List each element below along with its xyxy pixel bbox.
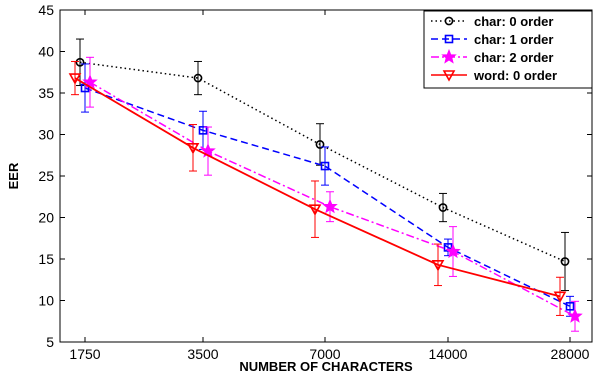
series-layer	[68, 38, 583, 332]
legend-marker	[442, 70, 456, 82]
data-point	[438, 203, 448, 212]
data-point	[308, 204, 322, 216]
legend-marker	[444, 34, 454, 44]
series-3	[68, 60, 567, 316]
legend-label: char: 0 order	[474, 14, 553, 29]
legend-marker	[444, 16, 454, 26]
series-line	[79, 61, 566, 263]
data-point	[200, 143, 216, 158]
y-tick-label: 10	[38, 293, 54, 309]
data-point	[186, 142, 200, 155]
series-1	[80, 63, 575, 317]
data-point	[553, 291, 567, 303]
y-tick-label: 15	[38, 251, 54, 267]
data-point	[320, 161, 330, 171]
data-point	[431, 260, 445, 272]
y-tick-label: 5	[46, 334, 54, 350]
data-point	[565, 302, 575, 311]
x-tick-label: 14000	[429, 346, 468, 362]
x-tick-label: 7000	[309, 346, 340, 362]
series-line	[74, 77, 561, 298]
data-point	[198, 126, 208, 135]
series-line	[84, 87, 571, 307]
data-point	[567, 308, 583, 323]
y-axis-label: EER	[6, 162, 21, 189]
legend: char: 0 order char: 1 order char: 2 order w…	[423, 10, 593, 89]
x-tick-label: 3500	[187, 346, 218, 362]
x-tick-label: 1750	[69, 346, 100, 362]
y-tick-label: 35	[38, 85, 54, 101]
x-axis-label: NUMBER OF CHARACTERS	[239, 359, 413, 374]
y-tick-label: 45	[38, 2, 54, 18]
legend-label: char: 2 order	[474, 50, 553, 65]
series-0	[75, 38, 570, 292]
data-point	[193, 73, 203, 83]
legend-label: char: 1 order	[474, 32, 553, 47]
legend-marker	[441, 48, 457, 64]
y-tick-label: 20	[38, 210, 54, 226]
data-point	[82, 74, 98, 89]
data-point	[68, 73, 82, 85]
data-point	[322, 198, 338, 214]
data-point	[315, 140, 325, 149]
y-tick-label: 40	[38, 44, 54, 60]
y-tick-label: 25	[38, 168, 54, 184]
data-point	[75, 57, 85, 67]
y-tick-label: 30	[38, 127, 54, 143]
data-point	[560, 257, 570, 266]
axis-ticks: 5 10 15 20 25 30 35 40 45 1750 3500 7000 14000 28000	[38, 2, 592, 362]
data-point	[445, 243, 461, 259]
x-tick-label: 28000	[551, 346, 590, 362]
legend-label: word: 0 order	[473, 68, 557, 83]
series-line	[89, 81, 576, 317]
